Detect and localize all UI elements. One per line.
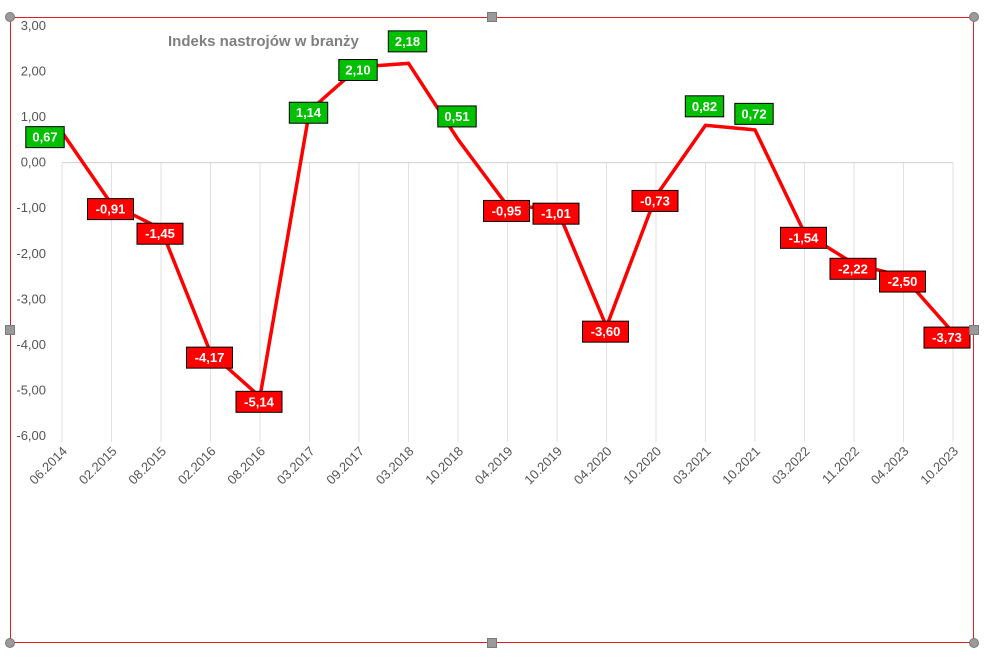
y-tick-label: -1,00 [16,200,46,215]
data-label-box [923,326,971,349]
data-label-text: -4,17 [195,350,225,365]
data-label: 0,51 [437,105,477,128]
data-label-box [684,95,725,118]
data-label-text: -0,91 [96,202,126,217]
data-label-box [631,189,679,212]
resize-handle-bottom-middle[interactable] [487,638,497,648]
resize-handle-bottom-left[interactable] [5,638,15,648]
data-label-box [235,390,283,413]
data-label-text: -3,60 [591,324,621,339]
chart-title: Indeks nastrojów w branży [168,33,360,50]
x-tick-label: 04.2019 [472,444,516,488]
data-label-box [532,202,580,225]
x-tick-label: 03.2021 [670,444,714,488]
data-label: 2,18 [387,30,428,53]
x-axis: 06.2014 02.2015 08.2015 02.2016 08.2016 03.20… [26,444,961,488]
data-label-box [87,198,134,221]
data-label: -0,95 [483,199,530,222]
data-label-box [186,346,233,369]
data-label-text: 0,67 [32,130,57,145]
data-label-text: -0,95 [492,203,522,218]
data-label-box [780,226,827,249]
y-tick-label: 2,00 [21,64,46,79]
y-tick-label: 1,00 [21,109,46,124]
data-label-box [734,102,774,125]
data-label-text: 2,10 [345,63,370,78]
x-tick-label: 08.2015 [125,444,169,488]
x-tick-label: 02.2016 [175,444,219,488]
data-label: -2,50 [879,270,926,293]
data-label-text: 1,14 [296,105,322,120]
resize-handle-top-right[interactable] [969,12,979,22]
data-label: 0,67 [25,126,65,149]
resize-handle-middle-right[interactable] [969,325,979,335]
data-label: 0,82 [684,95,725,118]
data-label: -3,60 [582,320,629,343]
data-label-box [387,30,428,53]
y-axis: 3,00 2,00 1,00 0,00 -1,00 -2,00 -3,00 -4,00 -5,0… [16,18,46,443]
data-label-text: -1,54 [789,230,819,245]
y-tick-label: 0,00 [21,155,46,170]
y-tick-label: -2,00 [16,246,46,261]
data-label: -0,91 [87,198,134,221]
data-label: -4,17 [186,346,233,369]
data-label-box [582,320,629,343]
resize-handle-middle-left[interactable] [5,325,15,335]
data-label-box [288,101,329,124]
x-tick-label: 03.2017 [274,444,318,488]
x-tick-label: 10.2021 [719,444,763,488]
y-tick-label: 3,00 [21,18,46,33]
data-label: 0,72 [734,102,774,125]
x-tick-label: 03.2018 [373,444,417,488]
data-label-box [25,126,65,149]
data-label-box [483,199,530,222]
data-label-text: -2,50 [888,274,918,289]
x-tick-label: 10.2018 [422,444,466,488]
x-tick-label: 04.2020 [571,444,615,488]
data-label-text: 0,82 [692,99,717,114]
data-label-text: -1,01 [541,206,571,221]
y-tick-label: -5,00 [16,382,46,397]
data-label: -1,01 [532,202,580,225]
x-tick-label: 02.2015 [76,444,120,488]
y-tick-label: -4,00 [16,337,46,352]
data-label-box [338,59,378,81]
resize-handle-top-middle[interactable] [487,12,497,22]
data-label-box [829,257,877,280]
data-label: 1,14 [288,101,329,124]
y-tick-label: -3,00 [16,291,46,306]
data-label-text: 0,72 [741,106,766,121]
data-label: -0,73 [631,189,679,212]
x-tick-label: 09.2017 [323,444,367,488]
x-tick-label: 10.2020 [620,444,664,488]
x-tick-label: 04.2023 [868,444,912,488]
resize-handle-bottom-right[interactable] [969,638,979,648]
x-tick-label: 06.2014 [26,444,70,488]
y-tick-label: -6,00 [16,428,46,443]
data-label-text: -3,73 [932,330,962,345]
data-label-text: -2,22 [838,261,868,276]
data-label: -1,45 [136,222,184,245]
resize-handle-top-left[interactable] [5,12,15,22]
x-tick-label: 11.2022 [819,444,862,487]
data-label-text: 2,18 [395,34,420,49]
x-tick-label: 03.2022 [769,444,813,488]
data-label-text: -1,45 [145,226,175,241]
data-label-box [136,222,184,245]
data-labels: 0,67 -0,91 -1,45 -4,17 -5,14 1,14 2,10 2,18 0,51… [25,30,971,413]
data-label-box [437,105,477,128]
data-label-box [879,270,926,293]
data-label: 2,10 [338,59,378,81]
data-label-text: -0,73 [640,193,670,208]
x-tick-label: 10.2019 [521,444,565,488]
data-label: -1,54 [780,226,827,249]
x-tick-label: 08.2016 [224,444,268,488]
data-label: -3,73 [923,326,971,349]
data-label: -5,14 [235,390,283,413]
data-label-text: 0,51 [444,109,469,124]
data-label: -2,22 [829,257,877,280]
data-label-text: -5,14 [244,394,274,409]
x-tick-label: 10.2023 [917,444,961,488]
